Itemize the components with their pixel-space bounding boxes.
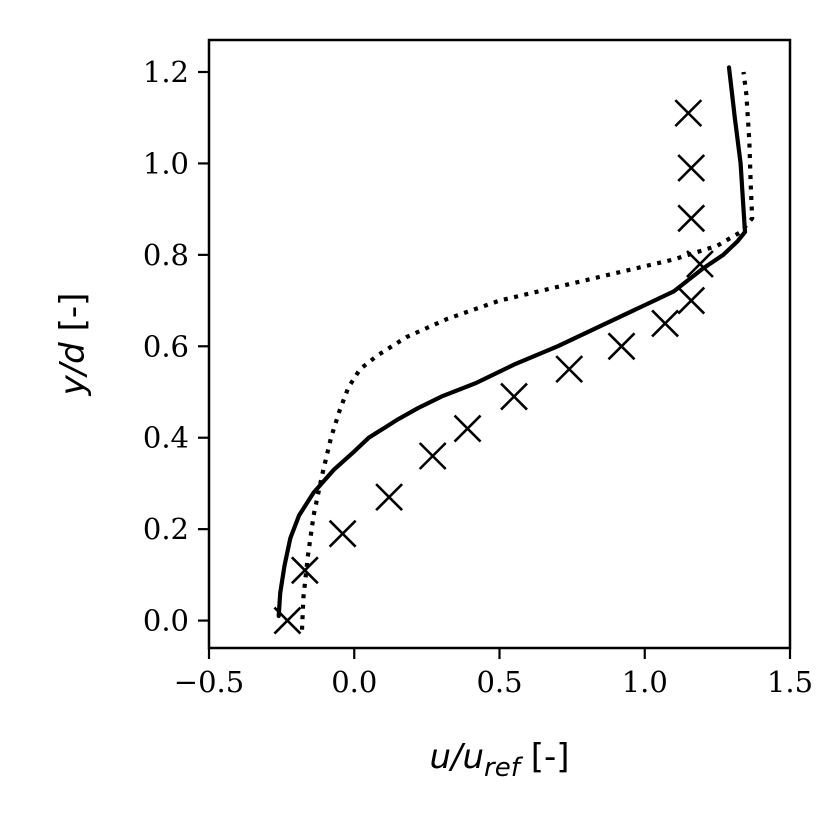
y-axis-label-unit: [-]: [53, 293, 93, 343]
x-marker-point: [651, 309, 680, 338]
y-axis-label-main: y/d: [53, 342, 93, 397]
x-marker-point: [328, 519, 357, 548]
x-marker-point: [607, 332, 636, 361]
x-axis-ticks: −0.5 0.0 0.5 1.0 1.5: [174, 648, 813, 699]
x-axis-label-unit: [-]: [520, 737, 570, 777]
x-axis-label-subscript: ref: [484, 753, 524, 783]
x-marker-point: [290, 556, 319, 585]
x-marker-point: [674, 99, 703, 128]
x-marker-point: [677, 204, 706, 233]
x-marker-point: [453, 414, 482, 443]
y-axis-ticks: 0.0 0.2 0.4 0.6 0.8 1.0 1.2: [143, 55, 209, 638]
x-marker-point: [555, 355, 584, 384]
x-tick-label: 0.5: [476, 665, 522, 699]
x-marker-point: [418, 442, 447, 470]
y-tick-label: 1.0: [143, 146, 189, 180]
y-tick-label: 0.0: [143, 604, 189, 638]
x-tick-label: 1.0: [622, 665, 668, 699]
x-marker-point: [686, 250, 714, 278]
y-axis-label: y/d [-]: [53, 293, 93, 397]
x-tick-label: −0.5: [174, 665, 244, 699]
series-x-markers: [273, 99, 714, 635]
x-marker-point: [500, 382, 528, 411]
y-tick-label: 0.4: [143, 421, 189, 455]
plot-area: [273, 65, 755, 635]
x-axis-label-main: u/u: [429, 737, 484, 777]
series-solid-line: [276, 65, 748, 619]
x-marker-point: [375, 483, 404, 512]
x-axis-label: u/uref [-]: [429, 737, 569, 783]
x-marker-point: [677, 286, 706, 315]
x-marker-point: [273, 606, 302, 635]
series-dotted-line: [299, 71, 755, 630]
axes-frame: [207, 38, 792, 650]
x-tick-label: 0.0: [331, 665, 377, 699]
y-tick-label: 0.2: [143, 512, 189, 546]
y-tick-label: 0.6: [143, 329, 189, 363]
x-marker-point: [677, 154, 706, 182]
x-tick-label: 1.5: [767, 665, 813, 699]
y-tick-label: 0.8: [143, 238, 189, 272]
y-tick-label: 1.2: [143, 55, 189, 89]
